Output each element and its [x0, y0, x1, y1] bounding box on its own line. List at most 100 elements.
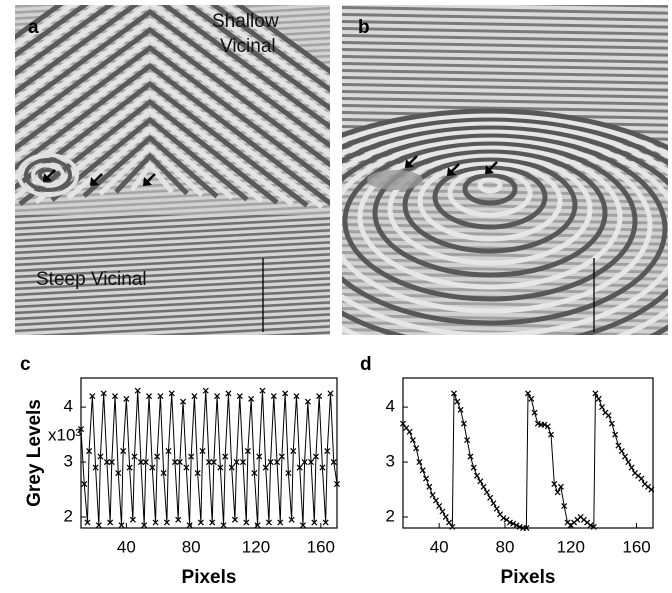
x-tick-label: 160	[307, 537, 335, 556]
data-point	[483, 489, 490, 496]
data-point	[180, 398, 187, 405]
data-point	[92, 464, 99, 471]
data-point	[510, 520, 517, 527]
data-point	[312, 453, 319, 460]
data-point	[171, 459, 178, 466]
data-point	[243, 519, 250, 526]
data-point	[84, 519, 91, 526]
data-point	[612, 431, 619, 438]
terrace	[342, 108, 668, 151]
terrace	[34, 107, 264, 204]
data-point	[220, 522, 227, 529]
data-point	[541, 421, 548, 428]
data-point	[464, 437, 471, 444]
data-point	[429, 492, 436, 499]
data-point	[217, 464, 224, 471]
data-point	[419, 467, 426, 474]
terrace	[477, 176, 503, 194]
terrace	[98, 143, 204, 197]
data-point	[120, 448, 127, 455]
data-point	[146, 393, 153, 400]
data-point	[209, 519, 216, 526]
data-point	[590, 523, 597, 530]
data-point	[534, 420, 541, 427]
data-point	[251, 470, 258, 477]
terrace	[432, 164, 548, 230]
terrace	[15, 44, 330, 187]
annotation: Steep Vicinal	[36, 269, 147, 290]
data-point	[528, 395, 535, 402]
data-point	[409, 437, 416, 444]
data-point	[449, 523, 456, 530]
data-point	[293, 393, 300, 400]
data-point	[316, 393, 323, 400]
data-point	[107, 519, 114, 526]
data-point	[436, 502, 443, 510]
data-point	[168, 390, 175, 397]
data-point	[137, 459, 144, 466]
terrace	[367, 170, 423, 190]
terrace	[342, 112, 668, 158]
data-point	[595, 395, 602, 402]
data-point	[81, 481, 88, 488]
panel-label: d	[360, 354, 372, 375]
y-tick-label: 2	[64, 506, 73, 525]
data-point	[274, 459, 281, 466]
data-point	[628, 464, 635, 471]
data-point	[470, 464, 477, 471]
terrace	[15, 35, 330, 178]
data-point	[296, 464, 303, 471]
data-point	[205, 459, 213, 466]
data-point	[186, 522, 193, 529]
data-point	[194, 470, 201, 477]
data-point	[487, 494, 494, 501]
data-point	[416, 459, 423, 466]
data-point	[97, 453, 104, 460]
data-point	[222, 453, 229, 460]
data-point	[214, 393, 221, 400]
terrace	[417, 160, 563, 242]
data-point	[163, 519, 170, 526]
data-point	[561, 502, 568, 510]
data-point	[129, 516, 136, 523]
data-point	[165, 448, 172, 455]
image-a	[15, 5, 330, 335]
terrace	[17, 153, 79, 197]
data-point	[160, 470, 167, 477]
data-point	[477, 478, 484, 485]
x-tick-label: 80	[496, 537, 515, 556]
data-point	[259, 387, 266, 394]
data-point	[115, 470, 122, 477]
data-point	[183, 464, 190, 471]
data-point	[77, 426, 85, 433]
terrace	[15, 17, 330, 159]
data-point	[188, 453, 195, 460]
data-point	[500, 515, 507, 522]
data-point	[154, 453, 161, 460]
data-point	[285, 470, 292, 477]
data-point	[95, 522, 102, 529]
x-tick-label: 40	[430, 537, 449, 556]
data-point	[330, 459, 337, 466]
data-point	[311, 519, 318, 526]
panel-label: c	[20, 354, 31, 375]
data-point	[587, 522, 594, 529]
data-point	[413, 445, 420, 452]
terrace	[82, 134, 219, 199]
data-point	[544, 423, 551, 430]
data-point	[197, 519, 204, 526]
terrace	[15, 89, 294, 206]
terrace	[342, 136, 653, 314]
data-point	[112, 393, 119, 400]
data-point	[327, 390, 334, 397]
arrow	[90, 177, 99, 186]
data-point	[282, 390, 289, 397]
data-point	[265, 519, 272, 526]
data-point	[473, 472, 481, 479]
data-point	[301, 459, 308, 466]
data-point	[598, 404, 606, 411]
data-point	[467, 453, 474, 460]
data-point	[592, 390, 599, 397]
arrow	[485, 165, 494, 174]
terrace	[31, 163, 65, 187]
